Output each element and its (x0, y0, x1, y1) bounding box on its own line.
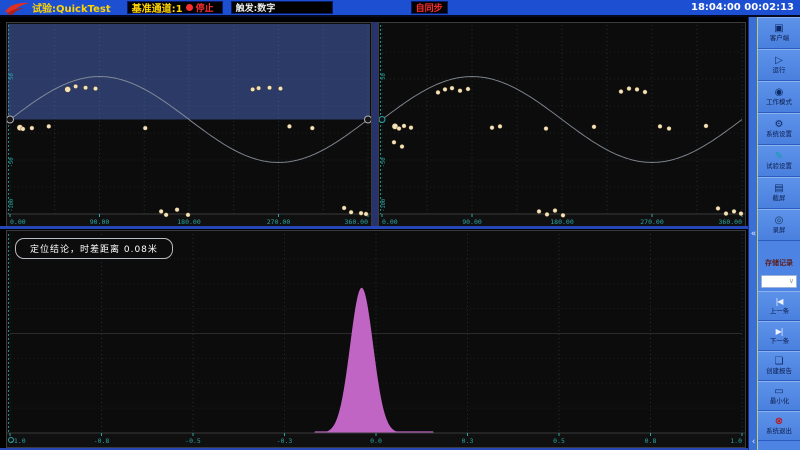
sidebar-button-screen-record[interactable]: ◎ 录屏 (758, 209, 800, 241)
chevron-down-icon: ∨ (788, 277, 794, 285)
svg-text:0.0: 0.0 (370, 437, 382, 445)
record-section-label: 存储记录 (765, 259, 793, 267)
phase-plot-right-panel: 0.00 90.00 180.00 270.00 360.00 50 -50 -100 (378, 22, 746, 228)
svg-text:270.00: 270.00 (267, 218, 291, 226)
svg-text:0.8: 0.8 (645, 437, 657, 445)
report-icon: ❏ (774, 355, 784, 367)
svg-text:180.00: 180.00 (177, 218, 201, 226)
work-mode-label: 工作模式 (766, 97, 792, 106)
test-settings-label: 试验设置 (766, 161, 792, 170)
svg-text:0.00: 0.00 (10, 218, 26, 226)
svg-text:-0.8: -0.8 (94, 437, 110, 445)
svg-text:0.00: 0.00 (382, 218, 398, 226)
sync-mode-label: 自同步 (415, 4, 443, 14)
sidebar-button-prev-record[interactable]: |◀ 上一条 (758, 291, 800, 321)
skip-next-icon: ▶| (775, 326, 784, 336)
skip-previous-icon: |◀ (775, 296, 784, 306)
svg-text:50: 50 (381, 73, 387, 80)
svg-text:-0.5: -0.5 (185, 437, 201, 445)
location-result-panel: -1.0 -0.8 -0.5 -0.3 0.0 0.3 0.5 0.8 1.0 定位结论，时差距… (6, 230, 746, 448)
stop-label: 停止 (195, 4, 214, 14)
svg-text:90.00: 90.00 (462, 218, 482, 226)
trigger-mode-box[interactable]: 触发:数字 (230, 1, 333, 14)
svg-text:-0.3: -0.3 (277, 437, 293, 445)
run-icon: ▷ (775, 54, 783, 66)
sidebar-filler (758, 441, 800, 450)
app-logo (5, 2, 29, 15)
svg-text:50: 50 (9, 73, 15, 80)
base-channel-box[interactable]: 基准通道:1 停止 (126, 1, 223, 15)
system-settings-label: 系统设置 (766, 129, 792, 138)
sync-mode-box[interactable]: 自同步 (410, 1, 448, 14)
phase-plot-left-panel: 0.00 90.00 180.00 270.00 360.00 50 -50 -100 (6, 22, 372, 228)
svg-text:180.00: 180.00 (550, 218, 574, 226)
stop-indicator-icon (185, 4, 193, 11)
test-name-label: 试验:QuickTest (32, 4, 111, 15)
svg-text:360.00: 360.00 (719, 218, 743, 226)
sidebar-button-minimize[interactable]: ▭ 最小化 (758, 381, 800, 411)
svg-text:-100: -100 (381, 199, 387, 212)
screenshot-icon: ▤ (774, 182, 784, 194)
screen-record-icon: ◎ (774, 214, 784, 226)
sidebar-button-work-mode[interactable]: ◉ 工作模式 (758, 81, 800, 113)
svg-text:360.00: 360.00 (345, 218, 369, 226)
sidebar-button-system-settings[interactable]: ⚙ 系统设置 (758, 113, 800, 145)
client-label: 客户端 (769, 33, 789, 42)
minimize-icon: ▭ (774, 385, 784, 397)
exit-label: 系统退出 (766, 426, 792, 435)
location-peak-chart[interactable]: -1.0 -0.8 -0.5 -0.3 0.0 0.3 0.5 0.8 1.0 (7, 231, 745, 447)
minimize-label: 最小化 (769, 396, 789, 405)
panel-divider-vertical (372, 22, 378, 228)
screen-record-label: 录屏 (772, 225, 786, 234)
work-mode-icon: ◉ (774, 86, 784, 98)
sidebar-collapse-strip: « ‹ (748, 17, 757, 450)
svg-text:-50: -50 (9, 157, 15, 167)
svg-text:-1.0: -1.0 (10, 437, 26, 445)
svg-text:270.00: 270.00 (640, 218, 664, 226)
prev-record-label: 上一条 (769, 306, 789, 315)
create-report-label: 创建报告 (766, 366, 792, 375)
sidebar-button-run[interactable]: ▷ 运行 (758, 49, 800, 81)
sidebar-button-exit[interactable]: ⊗ 系统退出 (758, 411, 800, 441)
base-channel-label: 基准通道:1 (131, 4, 183, 15)
phase-plot-left[interactable]: 0.00 90.00 180.00 270.00 360.00 50 -50 -100 (7, 23, 371, 227)
sidebar-button-next-record[interactable]: ▶| 下一条 (758, 321, 800, 351)
client-icon: ▣ (774, 22, 784, 34)
collapse-handle-bottom-icon[interactable]: ‹ (751, 437, 756, 447)
sidebar-button-create-report[interactable]: ❏ 创建报告 (758, 351, 800, 381)
svg-text:-50: -50 (381, 157, 387, 167)
svg-text:90.00: 90.00 (90, 218, 110, 226)
next-record-label: 下一条 (769, 336, 789, 345)
collapse-handle-top-icon[interactable]: « (750, 229, 757, 239)
exit-icon: ⊗ (774, 415, 784, 427)
sidebar: ▣ 客户端 ▷ 运行 ◉ 工作模式 ⚙ 系统设置 ✎ 试验设置 ▤ 截屏 ◎ 录… (757, 17, 800, 450)
phase-plot-right[interactable]: 0.00 90.00 180.00 270.00 360.00 50 -50 -100 (379, 23, 745, 227)
run-label: 运行 (772, 65, 786, 74)
sidebar-button-client[interactable]: ▣ 客户端 (758, 17, 800, 49)
trigger-mode-label: 触发:数字 (235, 4, 276, 14)
svg-text:-100: -100 (9, 199, 15, 212)
sidebar-button-screenshot[interactable]: ▤ 截屏 (758, 177, 800, 209)
panel-divider-horizontal (0, 226, 748, 229)
window-bottom-border (0, 448, 748, 450)
sidebar-button-test-settings[interactable]: ✎ 试验设置 (758, 145, 800, 177)
topbar: 试验:QuickTest 基准通道:1 停止 触发:数字 自同步 18:04:0… (0, 0, 800, 17)
svg-text:0.5: 0.5 (553, 437, 565, 445)
location-conclusion-badge: 定位结论，时差距离 0.08米 (15, 238, 173, 259)
screenshot-label: 截屏 (772, 193, 786, 202)
svg-text:0.3: 0.3 (462, 437, 474, 445)
test-settings-icon: ✎ (774, 150, 784, 162)
svg-text:1.0: 1.0 (730, 437, 742, 445)
gear-icon: ⚙ (774, 118, 784, 130)
record-select-dropdown[interactable]: ∨ (761, 271, 797, 291)
clock-label: 18:04:00 00:02:13 (691, 2, 794, 13)
